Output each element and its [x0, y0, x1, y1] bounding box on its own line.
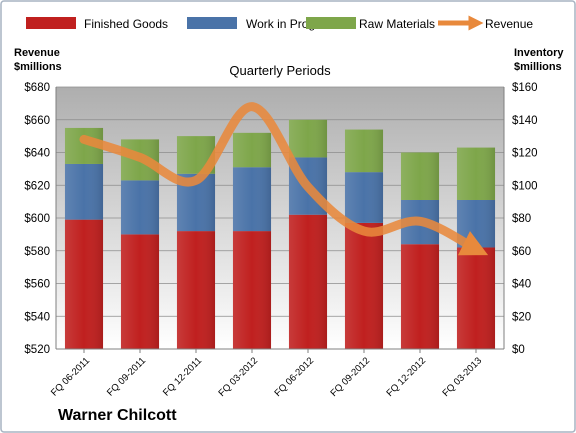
left-tick-label: $680: [24, 82, 50, 94]
left-tick-label: $540: [24, 311, 50, 323]
bar-shade: [120, 180, 160, 235]
legend-swatch-finished-goods: [26, 17, 76, 29]
revenue-point: [419, 220, 422, 223]
bar-shade: [344, 172, 384, 223]
bar-shade: [64, 163, 104, 220]
bar-shade: [400, 244, 440, 349]
revenue-point: [139, 156, 142, 159]
revenue-point: [251, 105, 254, 108]
left-tick-label: $560: [24, 279, 50, 291]
left-tick-label: $580: [24, 246, 50, 258]
right-tick-label: $80: [512, 213, 531, 225]
brand-name: Warner Chilcott: [58, 407, 177, 424]
left-tick-label: $600: [24, 213, 50, 225]
bar-shade: [456, 247, 496, 349]
left-axis-label-line2: $millions: [14, 61, 62, 73]
left-tick-label: $640: [24, 148, 50, 160]
revenue-point: [307, 185, 310, 188]
bar-shade: [344, 222, 384, 349]
right-tick-label: $100: [512, 180, 538, 192]
revenue-line: [79, 102, 489, 256]
right-tick-label: $0: [512, 344, 525, 356]
left-axis-label-line1: Revenue: [14, 47, 60, 59]
right-axis-label-line1: Inventory: [514, 47, 564, 59]
legend: Finished Goods Work in Progress Raw Mate…: [26, 15, 533, 31]
bar-shade: [64, 219, 104, 349]
chart-title: Quarterly Periods: [229, 63, 331, 78]
left-tick-label: $520: [24, 344, 50, 356]
right-tick-label: $140: [512, 115, 538, 127]
right-axis-label-line2: $millions: [514, 61, 562, 73]
right-tick-label: $60: [512, 246, 531, 258]
bar-shade: [232, 167, 272, 232]
legend-swatch-work-in-progress: [187, 17, 237, 29]
bar-shade: [288, 119, 328, 158]
bar-layer: [64, 119, 496, 349]
bar-shade: [456, 147, 496, 200]
bar-shade: [232, 132, 272, 168]
revenue-line-layer: [79, 102, 489, 256]
right-tick-label: $160: [512, 82, 538, 94]
bar-shade: [232, 231, 272, 349]
legend-label-revenue: Revenue: [485, 17, 533, 31]
right-tick-label: $40: [512, 279, 531, 291]
bar-shade: [176, 231, 216, 349]
right-tick-label: $120: [512, 148, 538, 160]
bar-shade: [400, 152, 440, 200]
revenue-point: [195, 179, 198, 182]
legend-label-raw-materials: Raw Materials: [359, 17, 435, 31]
revenue-point: [475, 248, 478, 251]
legend-swatch-raw-materials: [306, 17, 356, 29]
bar-shade: [344, 129, 384, 173]
left-tick-label: $620: [24, 180, 50, 192]
left-tick-label: $660: [24, 115, 50, 127]
revenue-point: [83, 138, 86, 141]
right-tick-label: $20: [512, 311, 531, 323]
bar-shade: [288, 214, 328, 349]
revenue-point: [363, 230, 366, 233]
legend-label-finished-goods: Finished Goods: [84, 17, 168, 31]
bar-shade: [120, 234, 160, 349]
